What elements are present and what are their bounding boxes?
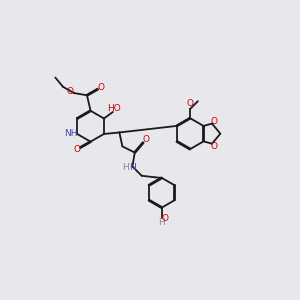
Text: O: O [67, 87, 73, 96]
Text: H: H [122, 163, 129, 172]
Text: O: O [186, 99, 193, 108]
Text: O: O [98, 83, 105, 92]
Text: NH: NH [64, 130, 78, 139]
Text: O: O [211, 117, 218, 126]
Text: HO: HO [107, 104, 121, 113]
Text: O: O [211, 142, 218, 151]
Text: O: O [142, 135, 149, 144]
Text: H: H [158, 218, 165, 227]
Text: N: N [129, 163, 136, 172]
Text: O: O [73, 145, 80, 154]
Text: O: O [161, 214, 168, 223]
